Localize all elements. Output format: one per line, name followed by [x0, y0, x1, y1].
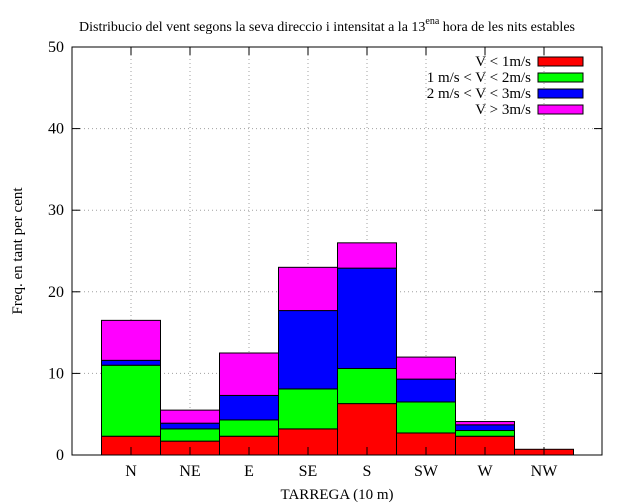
bar-segment	[337, 267, 397, 370]
bar-segment	[278, 310, 338, 390]
x-tick-labels: N NE E SE S SW W NW	[125, 463, 558, 480]
bar-segment	[278, 266, 338, 312]
x-tick-label: SE	[299, 463, 318, 480]
x-tick-label: E	[244, 463, 254, 480]
x-tick-label: NW	[531, 463, 559, 480]
legend-label: V > 3m/s	[475, 102, 531, 118]
x-tick-label: W	[477, 463, 493, 480]
x-tick-label: NE	[179, 463, 200, 480]
bars	[101, 242, 574, 456]
bar-segment	[219, 352, 279, 396]
y-tick-label: 20	[48, 284, 64, 301]
y-tick-labels: 0 10 20 30 40 50	[48, 39, 64, 464]
bar-segment	[101, 364, 161, 437]
chart-title: Distribucio del vent segons la seva dire…	[79, 16, 575, 35]
y-tick-label: 40	[48, 121, 64, 138]
y-tick-label: 50	[48, 39, 64, 56]
bar-segment	[455, 424, 515, 432]
legend-label: 2 m/s < V < 3m/s	[427, 86, 531, 102]
bar-segment	[219, 419, 279, 437]
bar-segment	[337, 403, 397, 456]
legend-swatch	[537, 104, 584, 115]
y-tick-label: 0	[56, 447, 64, 464]
bar-segment	[101, 359, 161, 366]
axis-ticks	[72, 46, 602, 456]
x-axis-label: TARREGA (10 m)	[281, 487, 394, 503]
bar-segment	[219, 394, 279, 421]
bar-segment	[337, 368, 397, 405]
legend-swatch	[537, 88, 584, 99]
bar-segment	[101, 319, 161, 361]
plot-frame	[71, 46, 603, 456]
y-axis-label: Freq. en tant per cent	[10, 187, 26, 315]
bar-segment	[455, 430, 515, 437]
chart-title-suffix: hora de les nits estables	[439, 20, 575, 35]
x-tick-label: S	[363, 463, 372, 480]
legend-swatch	[537, 56, 584, 67]
bar-segment	[337, 242, 397, 269]
legend-swatch	[537, 72, 584, 83]
x-tick-label: SW	[414, 463, 439, 480]
legend-label: 1 m/s < V < 2m/s	[427, 70, 531, 86]
y-tick-label: 10	[48, 365, 64, 382]
bar-segment	[396, 378, 456, 403]
legend: V < 1m/s1 m/s < V < 2m/s2 m/s < V < 3m/s…	[427, 54, 584, 118]
x-tick-label: N	[125, 463, 137, 480]
bar-segment	[160, 428, 220, 442]
bar-segment	[396, 401, 456, 434]
y-tick-label: 30	[48, 202, 64, 219]
bar-segment	[278, 388, 338, 430]
legend-label: V < 1m/s	[475, 54, 531, 70]
chart-title-superscript: ena	[425, 16, 439, 27]
bar-segment	[455, 421, 515, 426]
bar-segment	[396, 356, 456, 380]
bar-segment	[160, 422, 220, 430]
bar-segment	[160, 409, 220, 424]
